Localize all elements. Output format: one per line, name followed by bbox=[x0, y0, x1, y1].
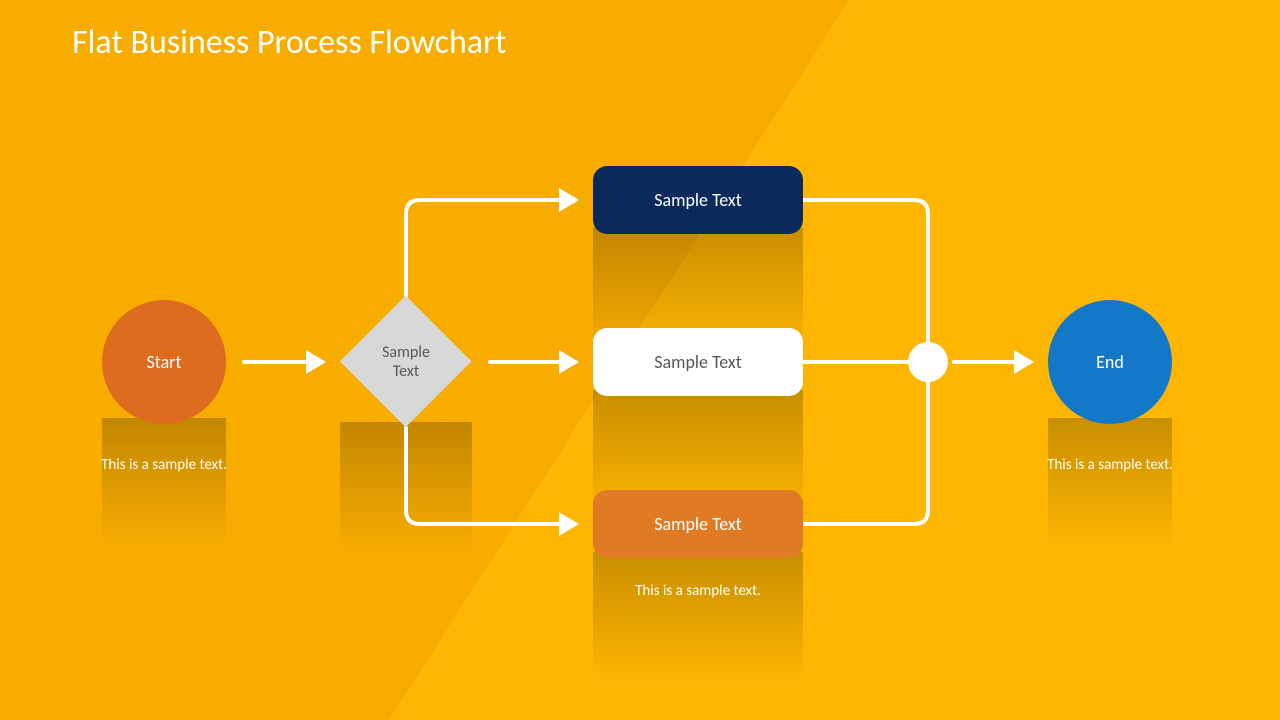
caption-proc_bot: This is a sample text. bbox=[628, 582, 768, 601]
flow-nodes: Start This is a sample text. SampleText Sam… bbox=[0, 0, 1280, 720]
node-proc_mid: Sample Text bbox=[593, 328, 803, 396]
node-decision: SampleText bbox=[340, 296, 472, 428]
node-proc_bot: Sample Text bbox=[593, 490, 803, 558]
decision-shape bbox=[340, 296, 472, 428]
node-end: End bbox=[1048, 300, 1172, 424]
slide-canvas: Flat Business Process Flowchart StartThi… bbox=[0, 0, 1280, 720]
node-merge bbox=[908, 342, 948, 382]
node-proc_top: Sample Text bbox=[593, 166, 803, 234]
caption-start: This is a sample text. bbox=[94, 456, 234, 475]
node-start: Start bbox=[102, 300, 226, 424]
caption-end: This is a sample text. bbox=[1040, 456, 1180, 475]
